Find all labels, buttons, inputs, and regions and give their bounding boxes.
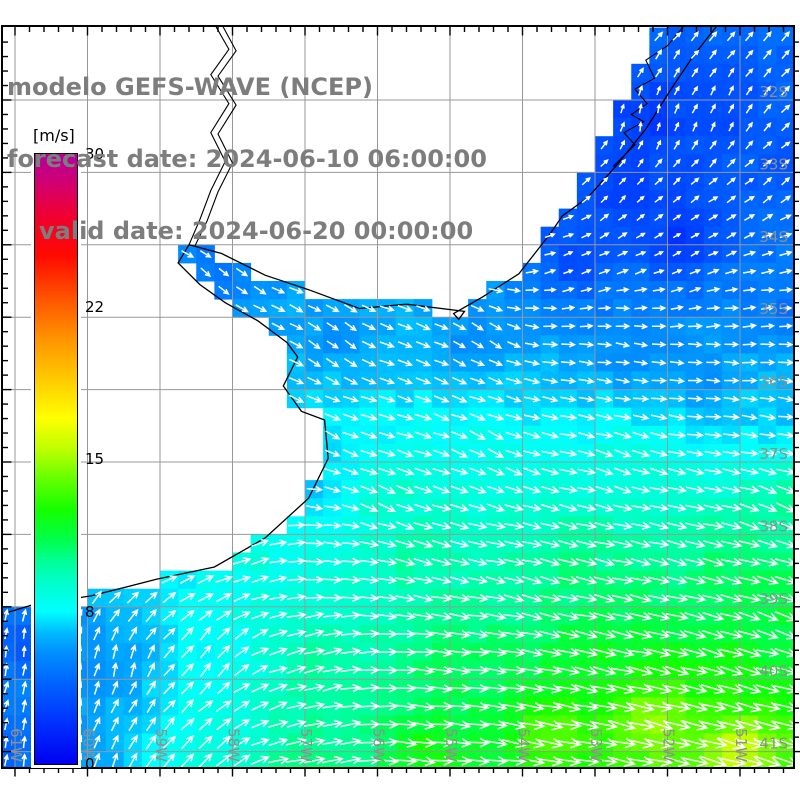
river-bank-east [188,26,230,246]
lat-label: 41S [759,735,788,753]
lon-label: 59W [152,728,170,762]
colorbar-tick-label: 30 [85,145,105,163]
lat-label: 38S [759,517,788,535]
colorbar-unit-label: [m/s] [33,126,75,145]
lon-label: 57W [297,728,315,762]
lat-label: 39S [759,590,788,608]
wave-arrows-layer [3,30,794,768]
lat-label: 35S [759,300,788,318]
colorbar-tick-label: 8 [85,602,95,621]
axis-labels: 61W 60W 59W 58W 57W 56W 55W 54W 53W 52W 51W 32S 33S 3… [7,83,788,762]
colorbar-gradient [34,153,78,765]
map-frame [1,25,800,777]
lon-label: 54W [515,728,533,762]
title-valid-date: valid date: 2024-06-20 00:00:00 [39,217,474,245]
coastline-layer [2,26,718,615]
colorbar-tick-label: 0 [85,755,95,773]
graticule-lines [2,26,794,768]
river-bank-west [194,26,237,247]
lat-label: 32S [759,83,788,101]
coastline [2,26,718,615]
lagoon-shore [612,26,685,167]
lon-label: 61W [7,728,25,762]
title-forecast-date: forecast date: 2024-06-10 06:00:00 [7,145,487,173]
lat-label: 40S [759,662,788,680]
lon-label: 56W [370,728,388,762]
lon-label: 58W [225,728,243,762]
colorbar-tick-label: 15 [85,450,105,468]
lat-label: 37S [759,445,788,463]
lon-label: 52W [660,728,678,762]
lon-label: 51W [732,728,750,762]
colorbar-tick-label: 22 [85,297,105,316]
lon-label: 55W [442,728,460,762]
title-block: modelo GEFS-WAVE (NCEP) forecast date: 2… [7,27,487,291]
lat-label: 36S [759,373,788,391]
lon-label: 53W [587,728,605,762]
colorbar [31,150,81,768]
lat-label: 34S [759,228,788,246]
lat-label: 33S [759,155,788,173]
title-model-line: modelo GEFS-WAVE (NCEP) [7,73,373,101]
lon-label: 60W [80,728,98,762]
